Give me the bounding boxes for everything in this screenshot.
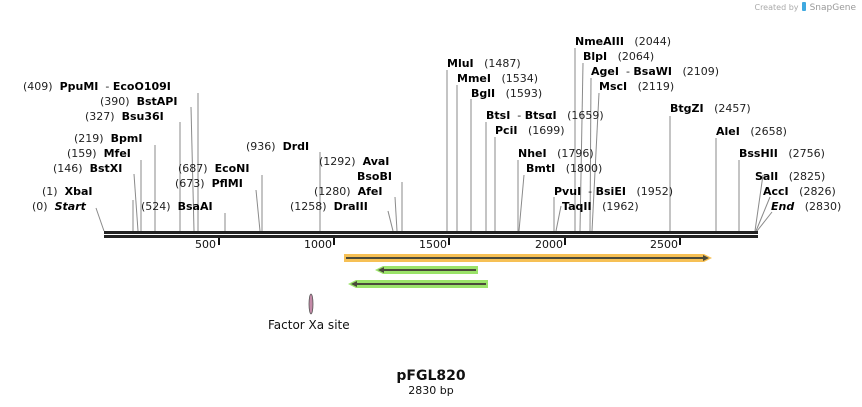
site-bsu36i[interactable]: (327) Bsu36I — [85, 110, 164, 123]
site-sali[interactable]: SalI (2825) — [755, 170, 826, 183]
site-btgzi[interactable]: BtgZI (2457) — [670, 102, 751, 115]
plasmid-name: pFGL820 — [396, 368, 466, 384]
site-pcii[interactable]: PciI (1699) — [495, 124, 565, 137]
factor-xa-site-label: Factor Xa site — [268, 318, 350, 332]
site-avai[interactable]: (1292) AvaI — [319, 155, 390, 168]
site-lines — [95, 48, 773, 232]
site-bstapi[interactable]: (390) BstAPI — [100, 95, 178, 108]
site-econi[interactable]: (687) EcoNI — [178, 162, 250, 175]
site-end[interactable]: End (2830) — [771, 200, 842, 213]
ruler-tick-1500: 1500 — [419, 238, 447, 251]
site-taqii[interactable]: TaqII (1962) — [562, 200, 639, 213]
ruler-tick-2500: 2500 — [650, 238, 678, 251]
site-agei[interactable]: AgeI - BsaWI (2109) — [591, 65, 720, 78]
site-acci[interactable]: AccI (2826) — [763, 185, 836, 198]
site-alei[interactable]: AleI (2658) — [716, 125, 787, 138]
green-feature-1[interactable] — [375, 266, 478, 274]
site-draiii[interactable]: (1258) DraIII — [290, 200, 368, 213]
site-drdi[interactable]: (936) DrdI — [246, 140, 310, 153]
ruler-tick-1000: 1000 — [304, 238, 332, 251]
green-feature-2[interactable] — [348, 280, 488, 288]
site-bsobi[interactable]: BsoBI — [357, 170, 392, 183]
ruler-tick-500: 500 — [195, 238, 216, 251]
snapgene-logo-icon — [802, 2, 807, 11]
site-mlui[interactable]: MluI (1487) — [447, 57, 521, 70]
site-bmti[interactable]: BmtI (1800) — [526, 162, 603, 175]
plasmid-length: 2830 bp — [408, 384, 454, 397]
site-pflmi[interactable]: (673) PflMI — [175, 177, 243, 190]
site-xbai[interactable]: (1) XbaI — [42, 185, 93, 198]
site-nmeaiii[interactable]: NmeAIII (2044) — [575, 35, 671, 48]
factor-xa-site-marker[interactable] — [308, 293, 314, 315]
orange-feature[interactable] — [344, 254, 712, 262]
site-pvui[interactable]: PvuI - BsiEI (1952) — [554, 185, 674, 198]
site-start[interactable]: (0) Start — [32, 200, 86, 213]
site-btsi[interactable]: BtsI - BtsαI (1659) — [486, 109, 604, 122]
site-bgli[interactable]: BglI (1593) — [471, 87, 543, 100]
site-bpmi[interactable]: (219) BpmI — [74, 132, 143, 145]
backbone — [104, 231, 758, 238]
ruler-tick-2000: 2000 — [535, 238, 563, 251]
site-afei[interactable]: (1280) AfeI — [314, 185, 383, 198]
site-bsaai[interactable]: (524) BsaAI — [141, 200, 213, 213]
snapgene-credit: Created by SnapGene — [754, 2, 856, 13]
site-blpi[interactable]: BlpI (2064) — [583, 50, 655, 63]
site-mfei[interactable]: (159) MfeI — [67, 147, 131, 160]
site-mmei[interactable]: MmeI (1534) — [457, 72, 539, 85]
site-bstxi[interactable]: (146) BstXI — [53, 162, 123, 175]
site-msci[interactable]: MscI (2119) — [599, 80, 675, 93]
site-bsshii[interactable]: BssHII (2756) — [739, 147, 825, 160]
site-ppumi[interactable]: (409) PpuMI - EcoO109I — [23, 80, 171, 93]
site-nhei[interactable]: NheI (1796) — [518, 147, 594, 160]
ruler-ticks — [218, 238, 681, 245]
